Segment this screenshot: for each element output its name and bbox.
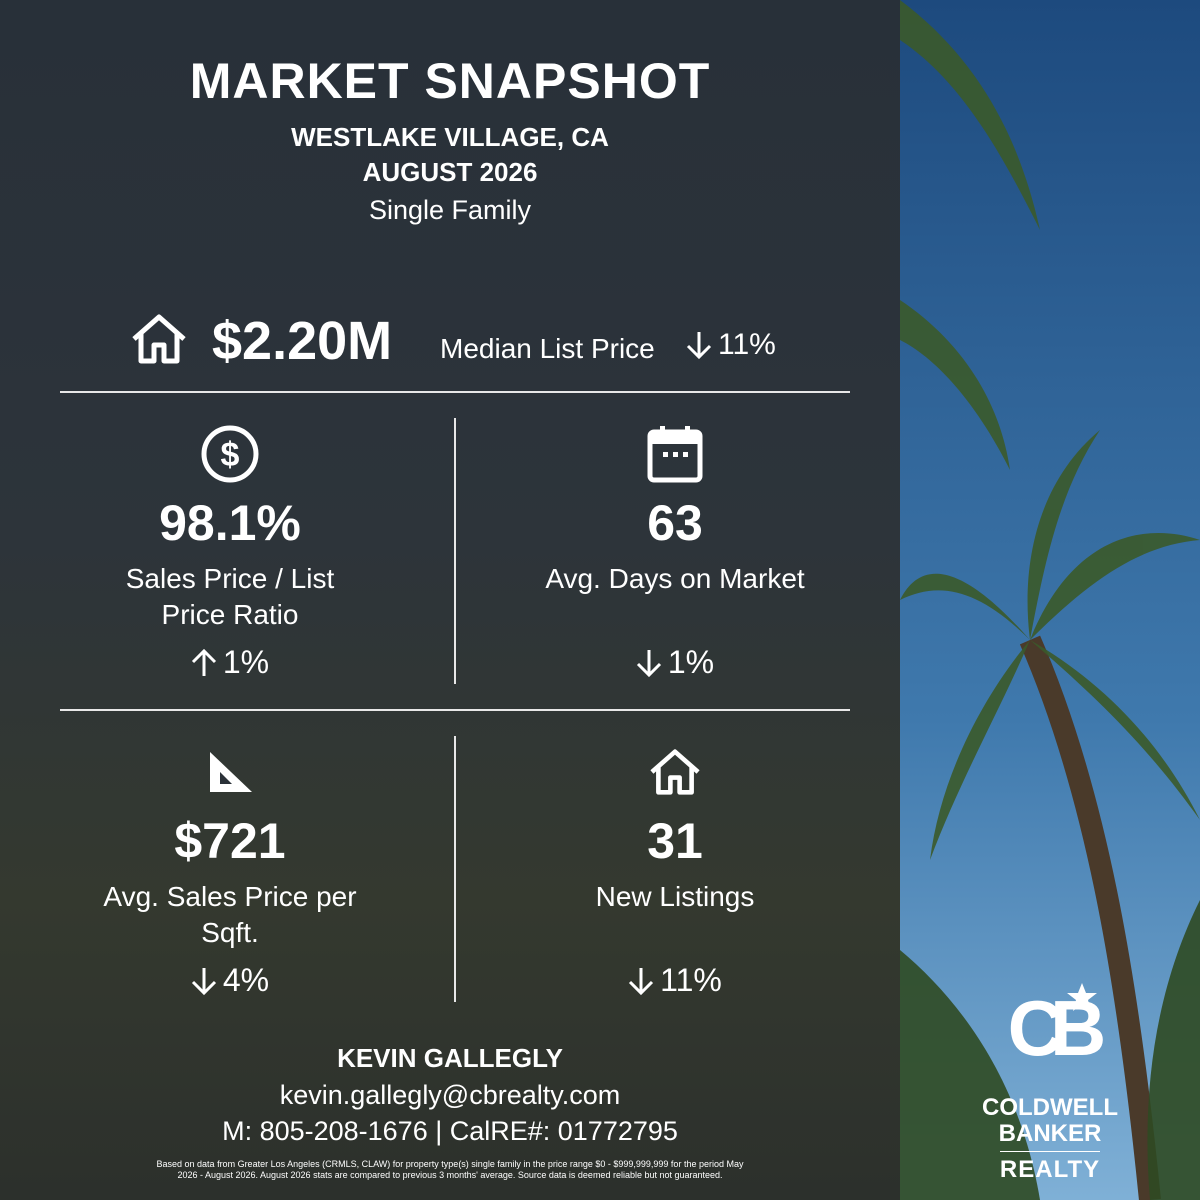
- metric-label: Avg. Sales Price per Sqft.: [103, 881, 357, 948]
- logo-text: BANKER: [998, 1120, 1102, 1147]
- metric-value: $721: [174, 813, 286, 869]
- change-arrow: [636, 649, 661, 677]
- divider: [60, 709, 850, 711]
- logo-text: COLDWELL: [982, 1094, 1118, 1121]
- change-arrow: [629, 967, 654, 995]
- change-value: 1%: [222, 644, 270, 680]
- change-arrow: [191, 967, 216, 995]
- calendar-icon: [647, 426, 703, 483]
- disclaimer: Based on data from Greater Los Angeles (…: [156, 1159, 744, 1180]
- change-arrow: [191, 648, 216, 676]
- metric-change: 4%: [30, 962, 430, 999]
- metric-label: Sales Price / List Price Ratio: [125, 563, 335, 630]
- headline-label: Median List Price: [440, 333, 655, 364]
- headline-change: 11%: [686, 328, 776, 362]
- logo-text: REALTY: [999, 1156, 1101, 1183]
- change-value: 4%: [222, 962, 270, 998]
- agent-name: KEVIN GALLEGLY: [337, 1043, 563, 1073]
- ruler-icon: [210, 752, 252, 792]
- metric-value: 31: [647, 813, 703, 869]
- location: WESTLAKE VILLAGE, CA: [291, 122, 609, 152]
- agent-email: kevin.gallegly@cbrealty.com: [279, 1080, 621, 1110]
- house-icon: [650, 749, 700, 795]
- period: AUGUST 2026: [362, 157, 538, 187]
- metric-value: 98.1%: [159, 495, 301, 551]
- metric-value: 63: [647, 495, 703, 551]
- metric-label: New Listings: [595, 881, 755, 912]
- change-value: 11%: [718, 328, 776, 361]
- divider: [454, 736, 456, 1002]
- metric-label: Avg. Days on Market: [545, 563, 805, 594]
- svg-text:$: $: [221, 436, 240, 474]
- logo-monogram: CB: [1007, 984, 1107, 1072]
- house-icon: [132, 314, 186, 364]
- change-value: 1%: [667, 644, 715, 680]
- headline-value: $2.20M: [212, 311, 393, 371]
- metric-change: 1%: [475, 644, 875, 681]
- divider: [60, 391, 850, 393]
- metric-change: 1%: [30, 644, 430, 681]
- change-arrow: [686, 332, 712, 360]
- change-value: 11%: [660, 962, 722, 998]
- divider: [454, 418, 456, 684]
- logo-rule: [1000, 1151, 1100, 1152]
- agent-phone: M: 805-208-1676 | CalRE#: 01772795: [222, 1116, 678, 1146]
- property-type: Single Family: [368, 195, 532, 225]
- logo-star: [1067, 983, 1097, 1011]
- metric-change: 11%: [475, 962, 875, 999]
- dollar-icon: $: [201, 425, 259, 483]
- title: MARKET SNAPSHOT: [189, 53, 711, 109]
- background-photo: [900, 0, 1200, 1200]
